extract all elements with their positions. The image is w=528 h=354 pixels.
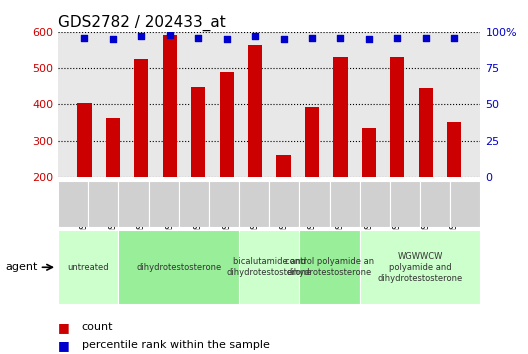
FancyBboxPatch shape <box>148 181 179 227</box>
FancyBboxPatch shape <box>420 181 450 227</box>
Text: WGWWCW
polyamide and
dihydrotestosterone: WGWWCW polyamide and dihydrotestosterone <box>378 252 463 283</box>
FancyBboxPatch shape <box>239 181 269 227</box>
Bar <box>134 59 148 177</box>
Bar <box>333 57 347 177</box>
Point <box>308 35 316 40</box>
Point <box>336 35 345 40</box>
Text: control polyamide an
dihydrotestosterone: control polyamide an dihydrotestosterone <box>285 257 374 277</box>
FancyBboxPatch shape <box>450 181 480 227</box>
FancyBboxPatch shape <box>329 181 360 227</box>
Text: agent: agent <box>5 262 37 272</box>
FancyBboxPatch shape <box>360 230 480 304</box>
FancyBboxPatch shape <box>360 181 390 227</box>
FancyBboxPatch shape <box>299 230 360 304</box>
Text: dihydrotestosterone: dihydrotestosterone <box>136 263 221 272</box>
FancyBboxPatch shape <box>269 181 299 227</box>
Bar <box>276 154 290 177</box>
FancyBboxPatch shape <box>118 181 148 227</box>
Text: percentile rank within the sample: percentile rank within the sample <box>82 340 270 350</box>
Bar <box>447 122 461 177</box>
Text: GDS2782 / 202433_at: GDS2782 / 202433_at <box>58 14 226 30</box>
Text: ■: ■ <box>58 339 70 352</box>
Point <box>421 35 430 40</box>
Point <box>137 33 146 39</box>
FancyBboxPatch shape <box>118 230 239 304</box>
FancyBboxPatch shape <box>58 181 88 227</box>
Bar <box>220 72 234 177</box>
Text: bicalutamide and
dihydrotestosterone: bicalutamide and dihydrotestosterone <box>227 257 312 277</box>
Point <box>251 33 259 39</box>
Point <box>222 36 231 42</box>
Text: ■: ■ <box>58 321 70 334</box>
Text: untreated: untreated <box>68 263 109 272</box>
Point <box>109 36 117 42</box>
FancyBboxPatch shape <box>88 181 118 227</box>
Bar <box>248 45 262 177</box>
FancyBboxPatch shape <box>179 181 209 227</box>
Point <box>365 36 373 42</box>
FancyBboxPatch shape <box>239 230 299 304</box>
Text: count: count <box>82 322 114 332</box>
Point <box>393 35 401 40</box>
Point <box>450 35 458 40</box>
Bar <box>106 118 120 177</box>
FancyBboxPatch shape <box>390 181 420 227</box>
Point <box>194 35 202 40</box>
FancyBboxPatch shape <box>209 181 239 227</box>
FancyBboxPatch shape <box>58 230 118 304</box>
Point <box>279 36 288 42</box>
Bar <box>77 103 91 177</box>
FancyBboxPatch shape <box>299 181 329 227</box>
Bar <box>163 35 177 177</box>
Bar <box>362 128 376 177</box>
Point <box>80 35 89 40</box>
Bar <box>191 87 205 177</box>
Bar <box>419 88 433 177</box>
Point <box>165 32 174 38</box>
Bar <box>390 57 404 177</box>
Bar <box>305 107 319 177</box>
